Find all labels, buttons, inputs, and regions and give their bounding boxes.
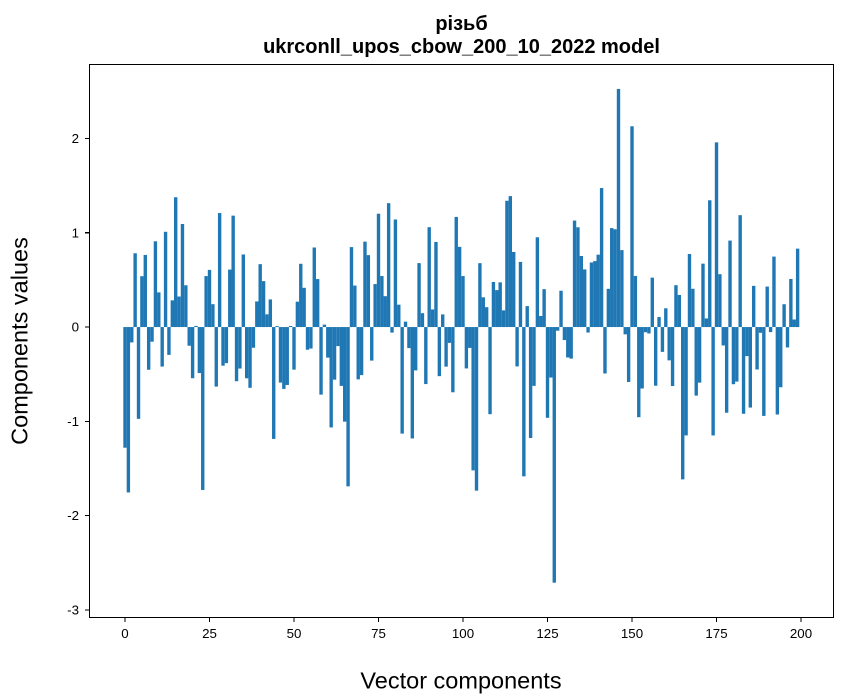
svg-text:0: 0 [121, 626, 128, 641]
svg-text:150: 150 [621, 626, 643, 641]
svg-text:2: 2 [72, 131, 79, 146]
svg-text:-2: -2 [67, 508, 79, 523]
svg-text:1: 1 [72, 225, 79, 240]
svg-text:75: 75 [371, 626, 386, 641]
svg-text:100: 100 [452, 626, 474, 641]
svg-text:25: 25 [202, 626, 217, 641]
svg-text:0: 0 [72, 320, 79, 335]
svg-text:50: 50 [287, 626, 302, 641]
svg-text:-1: -1 [67, 414, 79, 429]
svg-text:200: 200 [790, 626, 812, 641]
svg-text:-3: -3 [67, 602, 79, 617]
svg-text:125: 125 [536, 626, 558, 641]
svg-text:175: 175 [705, 626, 727, 641]
